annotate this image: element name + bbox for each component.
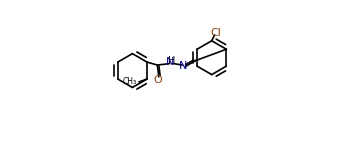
Text: O: O bbox=[154, 75, 162, 86]
Text: N: N bbox=[179, 61, 187, 71]
Text: H: H bbox=[168, 56, 176, 66]
Text: CH₃: CH₃ bbox=[123, 77, 137, 86]
Text: N: N bbox=[166, 57, 174, 67]
Text: Cl: Cl bbox=[210, 28, 221, 39]
